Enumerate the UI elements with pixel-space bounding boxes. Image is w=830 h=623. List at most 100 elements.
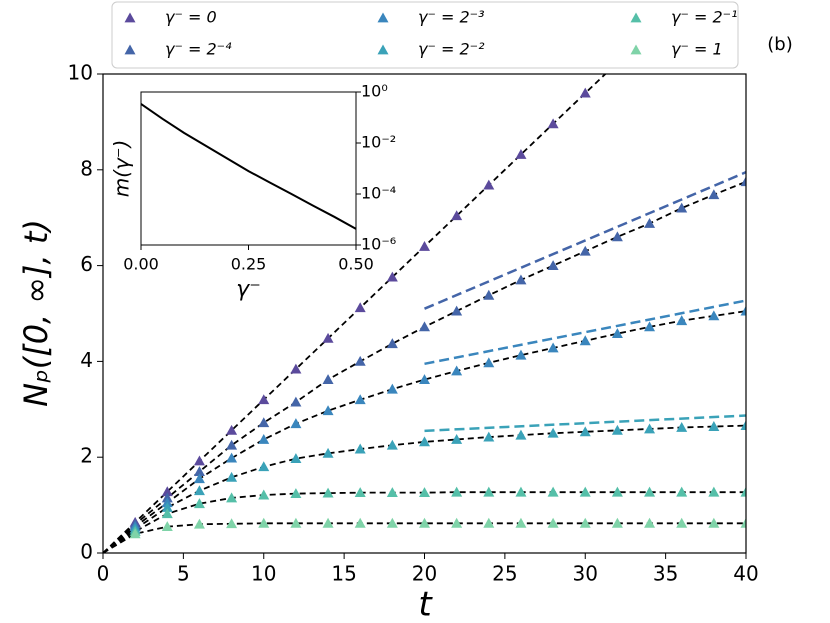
fit-line: [103, 310, 746, 553]
data-point: [129, 528, 141, 539]
data-point: [451, 305, 463, 316]
data-point: [419, 321, 430, 332]
legend-marker: [124, 12, 136, 23]
inset-line: [140, 103, 357, 230]
fit-line: [103, 424, 746, 553]
data-point: [515, 429, 527, 440]
inset-x-tick-label: 0.25: [231, 255, 267, 274]
data-point: [193, 485, 205, 496]
data-point: [193, 473, 205, 484]
data-point: [354, 517, 366, 528]
inset-x-tick-label: 0.00: [123, 255, 159, 274]
data-point: [354, 302, 366, 313]
data-point: [193, 466, 205, 476]
inset-y-label: m(γ⁻): [110, 140, 134, 197]
data-point: [161, 501, 173, 512]
data-point: [708, 517, 720, 528]
data-point: [386, 338, 398, 349]
data-point: [161, 486, 173, 497]
data-point: [322, 447, 334, 458]
x-tick-label: 20: [412, 562, 437, 586]
x-tick-label: 0: [97, 562, 110, 586]
legend-marker: [630, 12, 642, 23]
data-point: [483, 289, 495, 300]
data-point: [193, 518, 205, 529]
data-point: [226, 471, 238, 482]
panel-label: (b): [767, 34, 792, 55]
data-point: [386, 439, 398, 450]
data-point: [547, 342, 559, 353]
x-tick-label: 35: [653, 562, 678, 586]
data-point: [611, 424, 623, 435]
data-point: [740, 517, 746, 528]
x-tick-label: 15: [331, 562, 356, 586]
legend-box: [111, 1, 739, 69]
data-point: [193, 498, 205, 509]
asymptote-line: [424, 171, 746, 310]
data-point: [579, 486, 591, 497]
data-point: [515, 517, 527, 528]
data-point: [322, 517, 334, 528]
data-point: [740, 486, 746, 497]
legend-label: γ⁻ = 2⁻¹: [671, 8, 738, 27]
asymptote-line: [424, 299, 746, 366]
data-point: [676, 315, 688, 326]
data-point: [547, 427, 559, 438]
data-point: [290, 453, 302, 464]
data-point: [547, 260, 559, 270]
legend-label: γ⁻ = 0: [165, 8, 217, 27]
inset-y-tick-label: 10⁻²: [361, 133, 396, 152]
y-tick-label: 4: [80, 348, 93, 372]
inset-y-tick-label: 10⁰: [361, 82, 388, 101]
data-point: [322, 487, 334, 498]
data-point: [322, 405, 334, 416]
x-tick-label: 5: [177, 562, 190, 586]
data-point: [676, 517, 688, 528]
legend-label: γ⁻ = 1: [671, 40, 723, 59]
x-tick-label: 40: [733, 562, 758, 586]
data-point: [354, 487, 366, 498]
inset-x-tick-label: 0.50: [338, 255, 374, 274]
data-point: [226, 492, 238, 503]
data-point: [483, 179, 495, 190]
data-point: [547, 517, 559, 528]
data-point: [226, 452, 238, 463]
data-point: [354, 443, 366, 454]
data-point: [451, 210, 463, 221]
data-point: [483, 357, 495, 368]
x-tick-label: 25: [492, 562, 517, 586]
data-point: [258, 461, 270, 472]
data-point: [547, 118, 559, 129]
data-point: [451, 517, 463, 528]
legend-label: γ⁻ = 2⁻³: [418, 8, 485, 27]
plot-area: [103, 74, 746, 553]
data-point: [258, 517, 270, 528]
data-point: [258, 417, 270, 428]
data-point: [226, 424, 238, 435]
data-point: [515, 274, 527, 285]
data-point: [483, 517, 495, 528]
data-point: [579, 426, 591, 437]
data-point: [708, 310, 720, 321]
data-point: [354, 355, 366, 366]
data-point: [515, 486, 527, 497]
asymptote-line: [424, 414, 746, 433]
data-point: [740, 176, 746, 187]
data-point: [290, 488, 302, 499]
y-tick-label: 0: [80, 540, 93, 564]
y-axis-label: Nₚ([0, ∞], t): [17, 219, 55, 407]
data-point: [708, 421, 720, 431]
data-point: [611, 328, 623, 339]
data-point: [226, 439, 238, 450]
data-point: [644, 321, 656, 332]
inset-x-label: γ⁻: [236, 277, 261, 302]
data-point: [644, 517, 656, 528]
data-point: [611, 231, 623, 242]
data-point: [708, 189, 720, 200]
data-point: [258, 489, 270, 500]
data-point: [451, 486, 463, 497]
data-point: [419, 487, 430, 498]
inset-background: [141, 92, 356, 245]
data-point: [290, 418, 302, 429]
data-point: [515, 148, 527, 159]
